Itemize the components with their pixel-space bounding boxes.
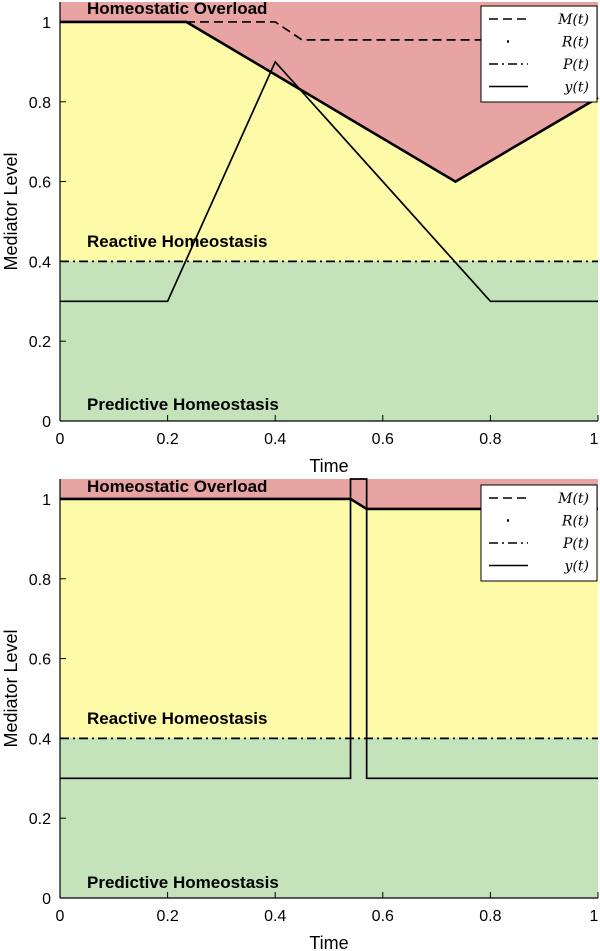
y-tick-label: 1 bbox=[42, 15, 51, 32]
y-tick-label: 1 bbox=[42, 492, 51, 509]
series-line-R bbox=[60, 20, 599, 184]
x-tick-label: 0 bbox=[56, 431, 65, 448]
legend-label: y(t) bbox=[564, 80, 589, 96]
region-label: Reactive Homeostasis bbox=[87, 709, 267, 728]
chart-panel-2: Homeostatic Overload Reactive Homeostasis… bbox=[1, 477, 599, 951]
x-tick-label: 0.2 bbox=[156, 431, 178, 448]
y-axis-label: Mediator Level bbox=[1, 629, 21, 747]
y-tick-label: 0.6 bbox=[29, 175, 51, 192]
x-tick-label: 0.4 bbox=[264, 431, 286, 448]
legend-label: M(t) bbox=[557, 12, 589, 28]
region-label: Predictive Homeostasis bbox=[87, 395, 279, 414]
y-tick-label: 0.2 bbox=[29, 334, 51, 351]
legend-label: R(t) bbox=[561, 35, 589, 51]
series-line-y bbox=[60, 60, 598, 303]
legend-label: y(t) bbox=[564, 559, 589, 575]
y-tick-label: 0.8 bbox=[29, 572, 51, 589]
y-tick-label: 0.4 bbox=[29, 731, 51, 748]
x-tick-label: 0.2 bbox=[156, 908, 178, 925]
legend: M(t) R(t) P(t) y(t) bbox=[480, 5, 598, 103]
x-tick-label: 0.6 bbox=[372, 908, 394, 925]
x-axis-label: Time bbox=[309, 933, 348, 951]
x-tick-label: 0.6 bbox=[372, 431, 394, 448]
series-line-M bbox=[60, 21, 598, 41]
legend-label: P(t) bbox=[562, 57, 589, 73]
x-tick-label: 1 bbox=[590, 908, 599, 925]
y-tick-label: 0 bbox=[42, 414, 51, 431]
x-tick-label: 1 bbox=[590, 431, 599, 448]
y-axis-label: Mediator Level bbox=[1, 152, 21, 270]
region-reactive bbox=[60, 498, 598, 739]
legend-label: R(t) bbox=[561, 514, 589, 530]
chart-panel-1: Homeostatic Overload Reactive Homeostasis… bbox=[1, 0, 599, 476]
series-line-y bbox=[60, 478, 598, 780]
legend-label: M(t) bbox=[557, 491, 589, 507]
region-label: Reactive Homeostasis bbox=[87, 232, 267, 251]
legend: M(t) R(t) P(t) y(t) bbox=[480, 484, 598, 582]
region-label: Predictive Homeostasis bbox=[87, 873, 279, 892]
x-tick-label: 0.8 bbox=[479, 908, 501, 925]
x-axis-label: Time bbox=[309, 456, 348, 476]
y-tick-label: 0.4 bbox=[29, 254, 51, 271]
y-tick-label: 0.2 bbox=[29, 811, 51, 828]
x-tick-label: 0.8 bbox=[479, 431, 501, 448]
region-label: Homeostatic Overload bbox=[87, 477, 267, 496]
region-predictive bbox=[60, 738, 598, 898]
y-tick-label: 0.6 bbox=[29, 652, 51, 669]
region-label: Homeostatic Overload bbox=[87, 0, 267, 18]
x-tick-label: 0 bbox=[56, 908, 65, 925]
region-reactive bbox=[60, 21, 598, 262]
region-predictive bbox=[60, 261, 598, 421]
legend-label: P(t) bbox=[562, 536, 589, 552]
y-tick-label: 0.8 bbox=[29, 95, 51, 112]
y-tick-label: 0 bbox=[42, 891, 51, 908]
x-tick-label: 0.4 bbox=[264, 908, 286, 925]
